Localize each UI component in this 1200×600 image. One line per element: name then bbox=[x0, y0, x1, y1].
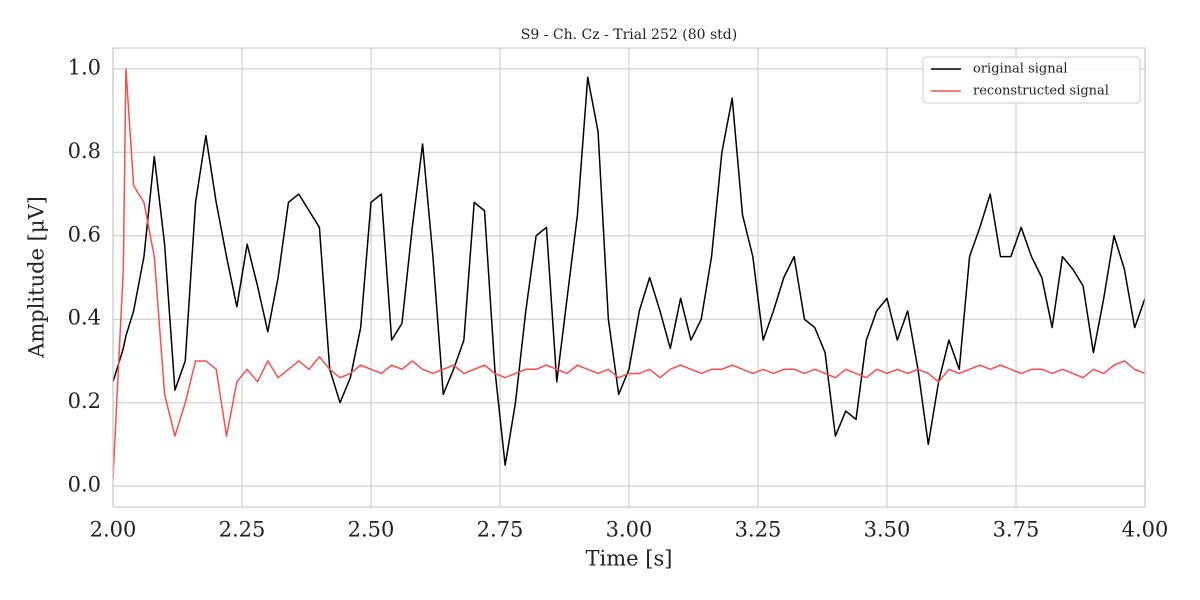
grid: 2.00 2.25 2.50 2.75 3.00 3.25 3.50 3.75 4.00 0.0 0… bbox=[68, 48, 1169, 542]
y-tick-label: 0.4 bbox=[68, 306, 101, 330]
y-tick-label: 0.8 bbox=[68, 139, 101, 163]
legend-label: original signal bbox=[973, 62, 1068, 77]
legend-box bbox=[922, 56, 1141, 104]
legend-label: reconstructed signal bbox=[973, 84, 1109, 99]
series-line bbox=[112, 68, 1146, 478]
x-tick-label: 4.00 bbox=[1122, 518, 1169, 542]
y-tick-label: 0.2 bbox=[68, 389, 101, 413]
series-line bbox=[112, 76, 1146, 467]
legend: original signal reconstructed signal bbox=[922, 56, 1141, 104]
y-tick-label: 1.0 bbox=[68, 55, 101, 79]
y-axis-label: Amplitude [μV] bbox=[25, 196, 49, 359]
x-tick-label: 3.00 bbox=[606, 518, 653, 542]
x-tick-label: 3.75 bbox=[993, 518, 1040, 542]
x-tick-label: 2.00 bbox=[90, 518, 137, 542]
y-tick-label: 0.6 bbox=[68, 222, 101, 246]
x-tick-label: 3.25 bbox=[735, 518, 782, 542]
x-tick-label: 2.75 bbox=[477, 518, 524, 542]
y-tick-label: 0.0 bbox=[68, 473, 101, 497]
x-tick-label: 3.50 bbox=[864, 518, 911, 542]
x-tick-label: 2.25 bbox=[219, 518, 266, 542]
x-tick-label: 2.50 bbox=[348, 518, 395, 542]
chart-title: S9 - Ch. Cz - Trial 252 (80 std) bbox=[521, 27, 737, 43]
plot-frame bbox=[112, 47, 1146, 508]
x-axis-label: Time [s] bbox=[586, 547, 673, 571]
plot-area bbox=[112, 68, 1146, 478]
